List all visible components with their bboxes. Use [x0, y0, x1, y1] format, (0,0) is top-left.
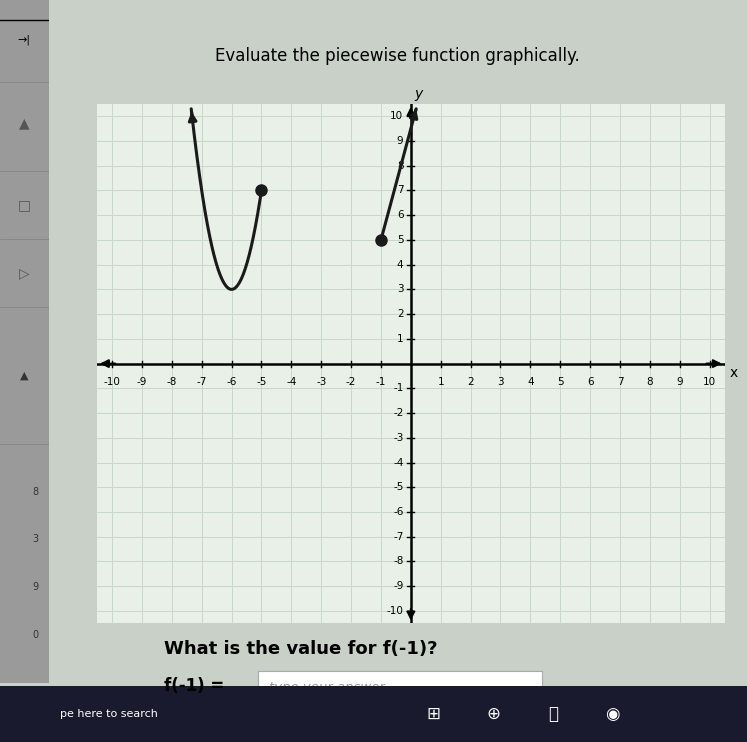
Text: -6: -6	[226, 377, 237, 387]
Text: 2: 2	[468, 377, 474, 387]
Text: 3: 3	[33, 534, 39, 545]
Text: 10: 10	[390, 111, 403, 121]
Text: Evaluate the piecewise function graphically.: Evaluate the piecewise function graphica…	[215, 47, 580, 65]
Text: -6: -6	[393, 507, 403, 517]
Text: -10: -10	[386, 606, 403, 616]
Text: -1: -1	[393, 384, 403, 393]
Text: 9: 9	[33, 582, 39, 592]
Text: ▷: ▷	[19, 266, 30, 280]
Text: 5: 5	[397, 235, 403, 245]
Text: -8: -8	[167, 377, 177, 387]
Text: 7: 7	[397, 186, 403, 195]
Text: -7: -7	[393, 532, 403, 542]
Text: -4: -4	[393, 458, 403, 467]
Text: -4: -4	[286, 377, 297, 387]
Text: 8: 8	[647, 377, 653, 387]
Text: pe here to search: pe here to search	[60, 709, 158, 719]
Text: -2: -2	[346, 377, 356, 387]
Text: 4: 4	[397, 260, 403, 269]
Text: -8: -8	[393, 556, 403, 566]
Text: 8: 8	[33, 487, 39, 496]
Text: 9: 9	[397, 136, 403, 146]
Text: ⊞: ⊞	[427, 705, 440, 723]
Text: ⊕: ⊕	[486, 705, 500, 723]
Text: 1: 1	[438, 377, 444, 387]
Text: -5: -5	[393, 482, 403, 492]
Text: 7: 7	[617, 377, 623, 387]
Text: y: y	[414, 87, 423, 101]
Text: 10: 10	[703, 377, 716, 387]
Text: -7: -7	[196, 377, 207, 387]
Text: 0: 0	[33, 630, 39, 640]
Text: 6: 6	[397, 210, 403, 220]
Text: 3: 3	[498, 377, 503, 387]
Text: -1: -1	[376, 377, 386, 387]
Text: -10: -10	[104, 377, 120, 387]
Text: -5: -5	[256, 377, 267, 387]
Text: ▲: ▲	[19, 116, 30, 130]
Text: ◉: ◉	[605, 705, 620, 723]
Text: -9: -9	[137, 377, 147, 387]
Text: 6: 6	[587, 377, 593, 387]
Text: -9: -9	[393, 581, 403, 591]
Text: -3: -3	[316, 377, 326, 387]
Text: 9: 9	[677, 377, 683, 387]
Text: 4: 4	[527, 377, 533, 387]
Text: 1: 1	[397, 334, 403, 344]
Text: type your answer...: type your answer...	[269, 680, 397, 694]
Text: 📁: 📁	[548, 705, 558, 723]
Text: ▲: ▲	[20, 370, 28, 381]
Text: f(-1) =: f(-1) =	[164, 677, 225, 695]
Text: □: □	[18, 198, 31, 211]
Text: x: x	[729, 367, 738, 381]
Text: 8: 8	[397, 161, 403, 171]
Text: What is the value for f(-1)?: What is the value for f(-1)?	[164, 640, 438, 658]
Text: →|: →|	[18, 34, 31, 45]
Text: -2: -2	[393, 408, 403, 418]
Text: -3: -3	[393, 433, 403, 443]
Text: 2: 2	[397, 309, 403, 319]
Text: 5: 5	[557, 377, 563, 387]
Text: 3: 3	[397, 284, 403, 295]
